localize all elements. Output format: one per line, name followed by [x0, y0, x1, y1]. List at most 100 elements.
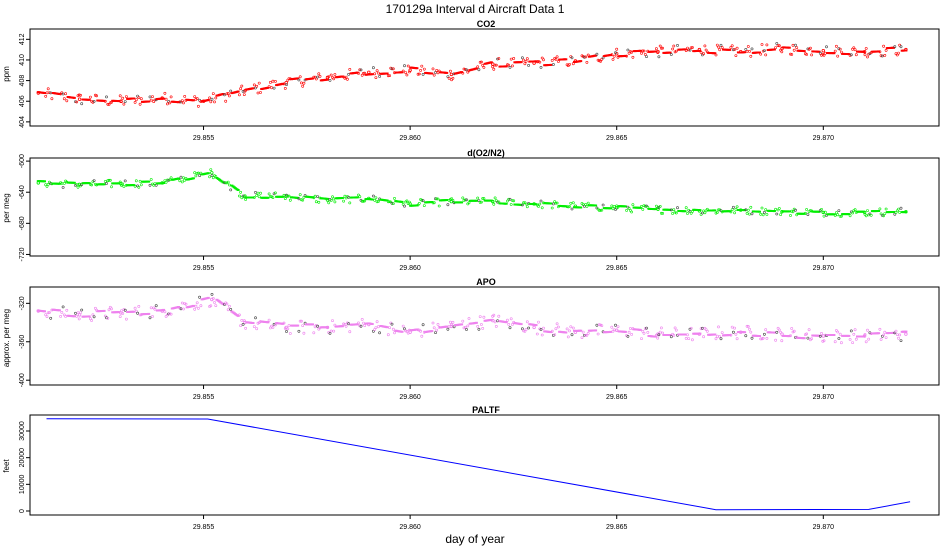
o2n2-data-mark: [765, 213, 769, 216]
o2n2-data-mark: [298, 193, 302, 197]
co2-data-mark: [149, 98, 153, 102]
apo-data-mark: [420, 334, 424, 338]
co2-data-mark: [504, 65, 508, 68]
apo-data-mark: [474, 321, 478, 324]
apo-data-mark: [489, 318, 493, 321]
apo-data-mark: [780, 339, 784, 343]
o2n2-data-mark: [631, 203, 635, 207]
co2-data-mark: [465, 68, 468, 72]
o2n2-data-mark: [461, 196, 465, 200]
o2n2-data-mark: [555, 201, 559, 205]
co2-data-mark: [225, 92, 229, 96]
o2n2-data-mark: [317, 200, 321, 204]
co2-data-mark: [62, 97, 66, 101]
apo-data-mark: [329, 329, 333, 333]
o2n2-plot-frame: [29, 157, 940, 257]
apo-data-mark: [467, 317, 471, 320]
o2n2-data-mark: [822, 214, 826, 218]
co2-data-mark: [391, 67, 395, 71]
o2n2-y-tick-label: -640: [19, 185, 26, 199]
o2n2-data-mark: [701, 211, 704, 215]
co2-data-mark: [749, 54, 753, 58]
o2n2-data-mark: [193, 171, 197, 175]
o2n2-data-mark: [862, 210, 866, 213]
o2n2-data-mark: [614, 208, 617, 211]
o2n2-data-mark: [434, 197, 437, 201]
apo-data-mark: [658, 330, 662, 334]
apo-data-mark: [209, 304, 213, 308]
o2n2-data-mark: [836, 213, 840, 217]
co2-data-mark: [519, 61, 523, 64]
co2-data-mark: [758, 51, 761, 54]
co2-data-mark: [211, 92, 215, 96]
apo-data-mark: [566, 335, 570, 339]
apo-data-mark: [431, 321, 435, 325]
co2-data-mark: [676, 44, 679, 47]
co2-data-mark: [897, 51, 900, 55]
apo-data-mark: [732, 330, 735, 334]
apo-data-mark: [734, 332, 738, 336]
o2n2-data-mark: [601, 203, 605, 207]
co2-data-mark: [554, 58, 558, 61]
apo-data-mark: [542, 326, 545, 330]
co2-data-mark: [512, 57, 516, 60]
o2n2-data-mark: [407, 200, 411, 204]
co2-data-mark: [579, 60, 583, 63]
o2n2-data-mark: [600, 208, 604, 212]
o2n2-data-mark: [804, 211, 807, 215]
co2-data-mark: [268, 81, 272, 84]
o2n2-data-mark: [758, 210, 761, 213]
apo-data-mark: [182, 307, 185, 311]
co2-data-mark: [494, 63, 498, 67]
apo-data-mark: [564, 331, 568, 334]
paltf-y-tick-label: 0: [19, 509, 26, 513]
co2-data-mark: [447, 76, 451, 80]
apo-data-mark: [759, 337, 763, 341]
co2-data-mark: [568, 63, 571, 66]
co2-data-mark: [416, 72, 420, 76]
apo-data-mark: [461, 319, 465, 323]
apo-data-mark: [584, 333, 588, 337]
o2n2-ylabel: per meg: [2, 193, 11, 222]
o2n2-data-mark: [625, 208, 629, 212]
o2n2-data-mark: [745, 211, 749, 215]
co2-data-mark: [224, 99, 228, 103]
apo-data-mark: [359, 324, 363, 328]
o2n2-data-mark: [255, 194, 259, 197]
o2n2-data-mark: [465, 198, 468, 202]
o2n2-data-mark: [117, 182, 121, 185]
o2n2-data-mark: [62, 181, 66, 185]
apo-data-mark: [120, 309, 123, 313]
o2n2-data-mark: [44, 183, 48, 187]
paltf-ylabel: feet: [2, 459, 11, 473]
apo-data-mark: [898, 333, 902, 337]
o2n2-data-mark: [267, 192, 271, 196]
co2-data-mark: [198, 98, 202, 102]
o2n2-data-mark: [154, 183, 158, 187]
apo-data-mark: [90, 319, 94, 322]
co2-data-mark: [627, 51, 631, 55]
o2n2-data-mark: [661, 211, 665, 215]
o2n2-data-mark: [57, 182, 61, 185]
co2-x-tick-label: 29.870: [813, 135, 835, 142]
co2-data-mark: [668, 51, 672, 54]
apo-data-mark: [672, 333, 676, 337]
o2n2-data-mark: [266, 196, 270, 199]
o2n2-data-mark: [376, 199, 380, 203]
o2n2-data-mark: [297, 197, 301, 201]
apo-data-mark: [446, 327, 450, 331]
o2n2-data-mark: [401, 202, 405, 206]
apo-data-mark: [74, 311, 77, 315]
co2-data-mark: [717, 45, 720, 49]
o2n2-data-mark: [512, 199, 516, 203]
apo-data-mark: [435, 328, 439, 332]
apo-data-mark: [837, 337, 841, 340]
apo-data-mark: [554, 327, 558, 331]
apo-data-mark: [266, 321, 270, 324]
co2-data-mark: [509, 57, 513, 61]
co2-data-mark: [655, 47, 658, 51]
apo-data-mark: [746, 325, 750, 328]
apo-data-mark: [683, 333, 687, 336]
o2n2-data-mark: [360, 199, 364, 203]
